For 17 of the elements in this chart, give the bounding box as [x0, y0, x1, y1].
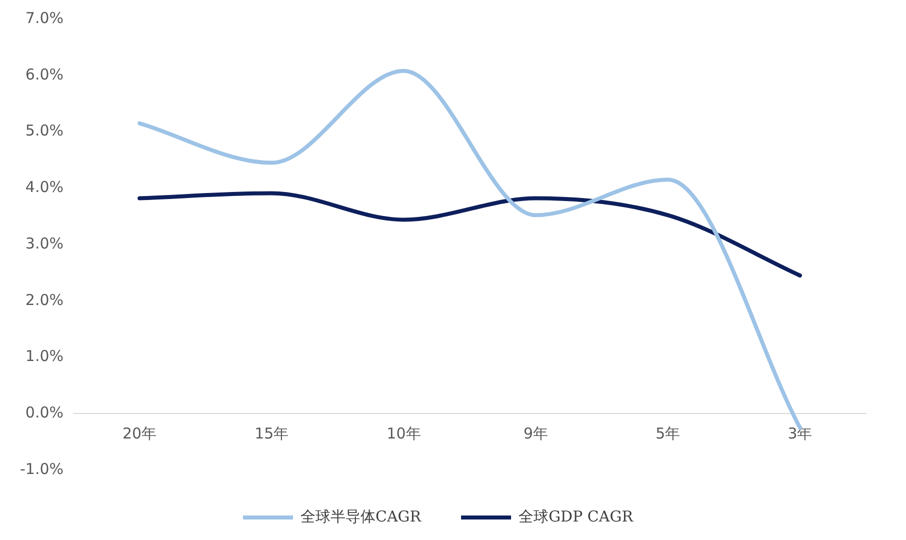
x-tick-label: 20年 — [122, 424, 157, 443]
x-tick-label: 10年 — [386, 424, 421, 443]
y-tick-label: 7.0% — [25, 8, 64, 27]
y-tick-label: 4.0% — [25, 178, 64, 196]
y-tick-label: 3.0% — [25, 234, 64, 252]
legend-label: 全球半导体CAGR — [300, 507, 422, 526]
x-tick-label: 9年 — [524, 424, 548, 443]
y-tick-label: -1.0% — [20, 460, 64, 478]
x-tick-label: 5年 — [656, 424, 680, 443]
y-tick-label: 1.0% — [25, 347, 64, 366]
x-tick-label: 15年 — [254, 424, 289, 443]
y-tick-label: 2.0% — [25, 290, 64, 309]
y-tick-label: 5.0% — [25, 122, 64, 140]
legend-label: 全球GDP CAGR — [518, 507, 634, 526]
y-tick-label: 6.0% — [25, 65, 64, 84]
y-tick-label: 0.0% — [25, 404, 64, 422]
line-series — [138, 191, 802, 278]
